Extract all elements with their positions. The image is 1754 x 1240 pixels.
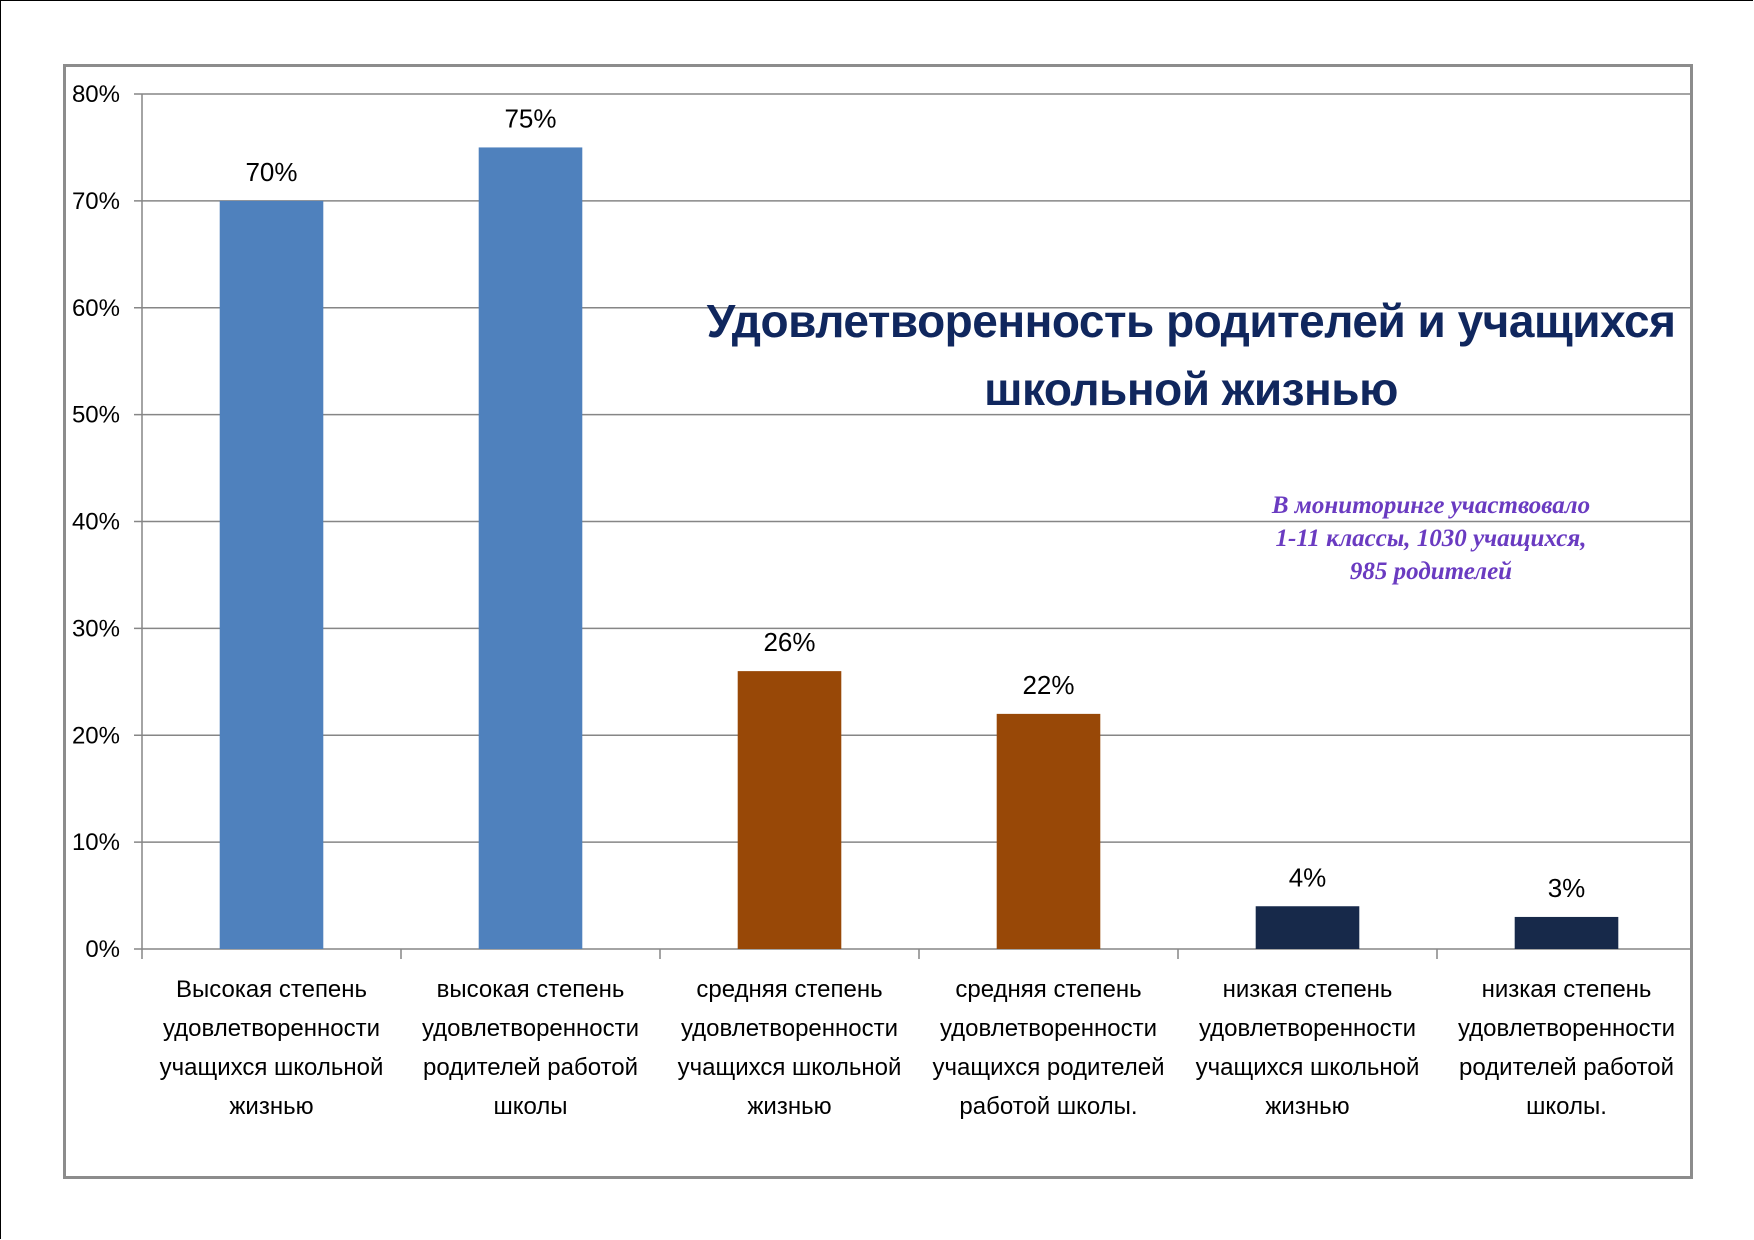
y-tick-label: 10% (72, 829, 120, 856)
category-label: средняя степень (955, 976, 1141, 1003)
category-label: учащихся школьной (160, 1054, 384, 1081)
chart-title-line-1: Удовлетворенность родителей и учащихся (706, 295, 1676, 347)
category-label: учащихся школьной (678, 1054, 902, 1081)
chart-annotation: В мониторинге участвовало 1-11 классы, 1… (1196, 489, 1666, 588)
chart-title: Удовлетворенность родителей и учащихся ш… (626, 287, 1754, 423)
data-label: 22% (1022, 670, 1074, 700)
bar (1514, 916, 1619, 949)
category-label: низкая степень (1223, 976, 1393, 1003)
chart-area: 0% 10% 20% 30% 40% 50% 60% 70% 80% 70% Высокая сте… (63, 64, 1693, 1179)
bar-chart: 0% 10% 20% 30% 40% 50% 60% 70% 80% 70% Высокая сте… (72, 81, 1690, 1120)
category-label: удовлетворенности (681, 1015, 898, 1042)
data-label: 4% (1289, 862, 1327, 892)
y-tick-label: 80% (72, 81, 120, 108)
category-label: удовлетворенности (163, 1015, 380, 1042)
category-label: удовлетворенности (1199, 1015, 1416, 1042)
category-label: родителей работой (423, 1054, 638, 1081)
data-label: 70% (245, 157, 297, 187)
data-label: 26% (763, 627, 815, 657)
annotation-line-1: В мониторинге участвовало (1271, 492, 1591, 519)
bar (737, 671, 842, 949)
category-label: учащихся родителей (932, 1054, 1164, 1081)
category-label: школы. (1526, 1093, 1607, 1120)
category-label: низкая степень (1482, 976, 1652, 1003)
category-label: удовлетворенности (940, 1015, 1157, 1042)
y-tick-label: 40% (72, 509, 120, 536)
bar (996, 713, 1101, 949)
chart-title-line-2: школьной жизнью (984, 363, 1398, 415)
category-label: удовлетворенности (1458, 1015, 1675, 1042)
y-tick-label: 20% (72, 722, 120, 749)
data-label: 75% (504, 103, 556, 133)
category-label: высокая степень (437, 976, 625, 1003)
category-label: Высокая степень (176, 976, 367, 1003)
bar (219, 200, 324, 949)
category-label: жизнью (747, 1093, 831, 1120)
category-label: школы (493, 1093, 567, 1120)
bar (1255, 906, 1360, 949)
bar (478, 147, 583, 949)
annotation-line-3: 985 родителей (1349, 558, 1513, 585)
category-label: средняя степень (696, 976, 882, 1003)
category-label: жизнью (229, 1093, 313, 1120)
category-label: жизнью (1265, 1093, 1349, 1120)
y-tick-label: 70% (72, 188, 120, 215)
category-label: работой школы. (959, 1093, 1137, 1120)
data-label: 3% (1548, 873, 1586, 903)
y-tick-label: 50% (72, 402, 120, 429)
y-tick-label: 0% (85, 936, 120, 963)
y-tick-label: 30% (72, 615, 120, 642)
category-label: учащихся школьной (1196, 1054, 1420, 1081)
category-label: удовлетворенности (422, 1015, 639, 1042)
y-tick-label: 60% (72, 295, 120, 322)
annotation-line-2: 1-11 классы, 1030 учащихся, (1275, 525, 1587, 552)
category-label: родителей работой (1459, 1054, 1674, 1081)
